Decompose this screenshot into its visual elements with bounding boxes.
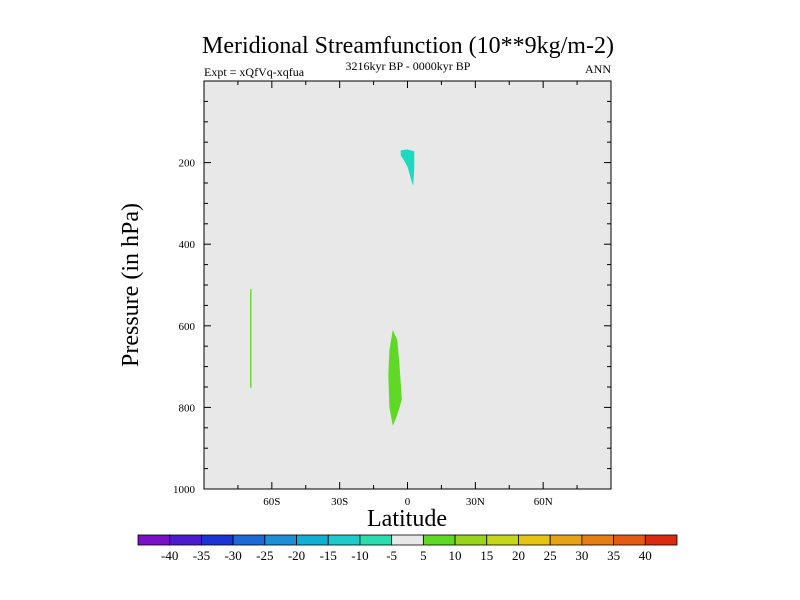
y-tick-label: 400 [179,239,196,251]
colorbar-label: 30 [575,548,588,563]
colorbar-label: 15 [480,548,493,563]
colorbar-swatch [549,534,583,546]
colorbar-swatch [359,534,393,546]
colorbar-swatch [327,534,361,546]
colorbar-label: 25 [544,548,557,563]
colorbar-label: 10 [449,548,462,563]
colorbar-label: 40 [639,548,652,563]
colorbar-swatch [644,534,678,546]
colorbar-label: -5 [386,548,397,563]
y-tick-label: 600 [179,321,196,333]
plot-background [204,81,611,489]
x-tick-label: 60N [534,496,553,508]
colorbar-swatch [486,534,519,546]
experiment-label: Expt = xQfVq-xqfua [204,65,305,79]
y-tick-label: 800 [179,402,196,414]
colorbar-swatch [391,534,424,546]
colorbar-label: -40 [161,548,178,563]
chart-title: Meridional Streamfunction (10**9kg/m-2) [202,33,614,59]
x-tick-label: 30S [331,496,348,508]
colorbar-swatch [264,534,297,546]
colorbar-swatch [137,534,171,546]
colorbar-label: 35 [607,548,620,563]
colorbar-label: 5 [420,548,427,563]
colorbar-label: -25 [256,548,273,563]
colorbar-label: 20 [512,548,525,563]
contour-region-upper-negative-cell [400,149,415,187]
contour-region-southern-positive-strip [250,289,252,388]
season-label: ANN [585,62,611,76]
colorbar-label: -15 [320,548,337,563]
colorbar-label: -20 [288,548,305,563]
x-tick-label: 0 [405,496,411,508]
colorbar-swatch [169,534,202,546]
x-tick-label: 30N [466,496,485,508]
colorbar-swatch [613,534,646,546]
contour-region-equatorial-positive-cell [388,329,402,426]
colorbar-swatch [232,534,266,546]
colorbar-swatch [201,534,234,546]
colorbar-swatch [296,534,329,546]
colorbar-swatch [454,534,488,546]
colorbar-label: -30 [224,548,241,563]
y-tick-label: 1000 [173,484,196,496]
x-tick-label: 60S [263,496,280,508]
period-label: 3216kyr BP - 0000kyr BP [346,59,471,73]
x-axis-title: Latitude [367,506,447,532]
y-axis-title: Pressure (in hPa) [118,203,144,367]
colorbar-label: -35 [193,548,210,563]
y-tick-label: 200 [179,158,196,170]
colorbar-label: -10 [351,548,368,563]
colorbar-swatch [518,534,551,546]
colorbar-swatch [422,534,456,546]
colorbar-swatch [581,534,614,546]
